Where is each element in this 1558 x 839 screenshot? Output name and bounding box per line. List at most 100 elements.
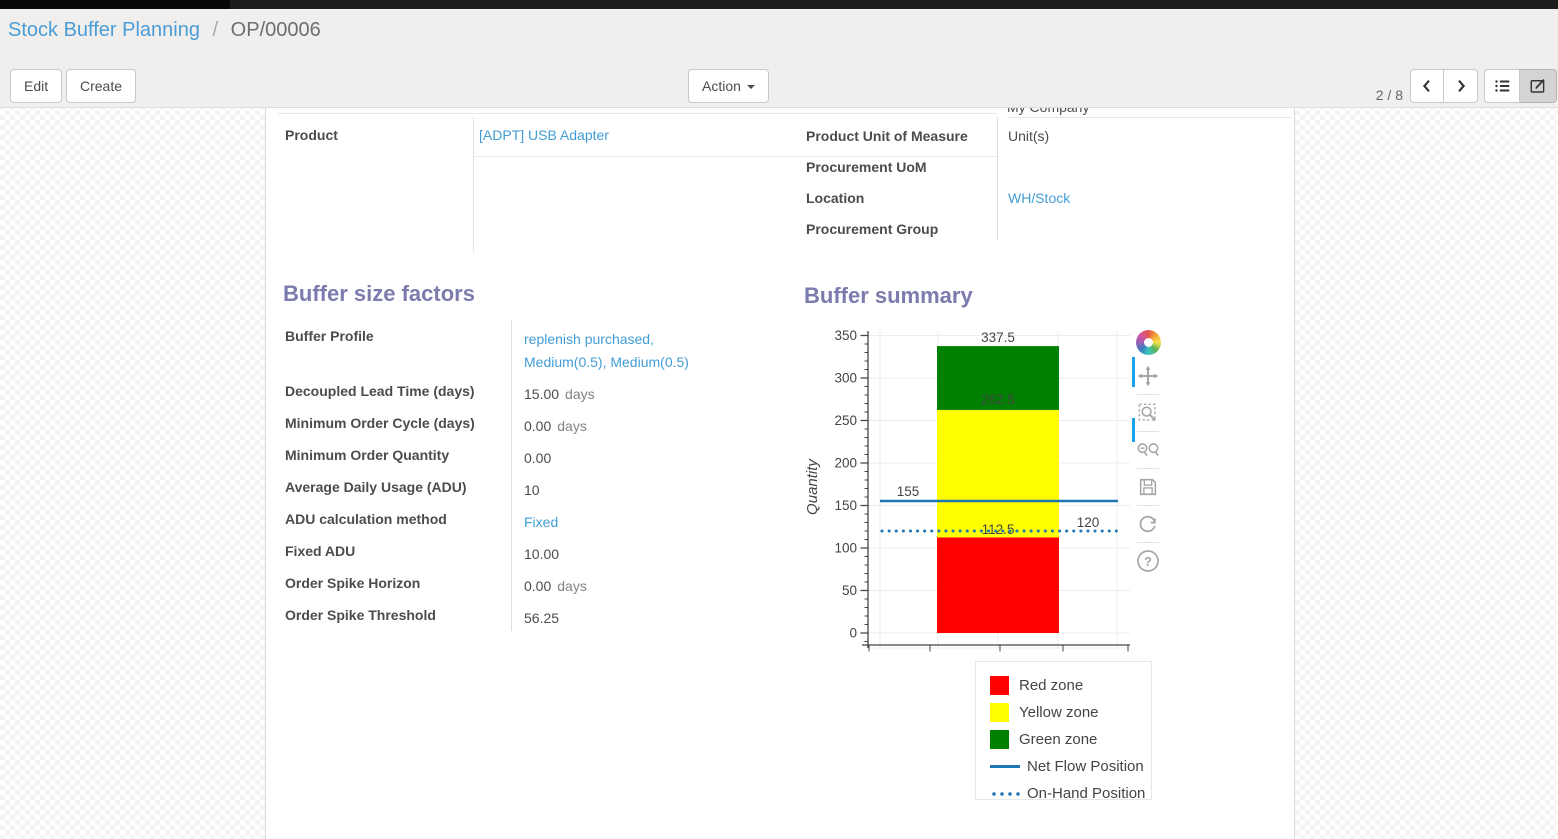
legend-item-yellow-zone[interactable]: Yellow zone (990, 699, 1151, 726)
top-menu-bar (0, 0, 1558, 9)
field-row: Average Daily Usage (ADU) 10 (285, 471, 731, 503)
order-spike-horizon-value: 0.00 (524, 578, 552, 594)
create-button[interactable]: Create (66, 69, 137, 103)
help-button[interactable]: ? (1136, 549, 1160, 573)
pager-buttons (1410, 69, 1478, 103)
pan-icon (1137, 365, 1159, 387)
on-hand-label: 120 (1077, 515, 1100, 530)
modebar-separator (1137, 468, 1159, 469)
pager-next-button[interactable] (1444, 69, 1478, 103)
modebar-active-indicator (1132, 418, 1135, 442)
pan-button[interactable] (1136, 364, 1160, 388)
product-link[interactable]: [ADPT] USB Adapter (479, 127, 609, 143)
order-spike-threshold-label: Order Spike Threshold (285, 607, 436, 623)
pager-previous-button[interactable] (1410, 69, 1444, 103)
edit-button[interactable]: Edit (10, 69, 63, 103)
table-top-border (278, 113, 996, 114)
field-row: Procurement UoM (806, 148, 1292, 179)
zoom-in-out-buttons[interactable] (1136, 438, 1160, 462)
green-zone-bar (937, 346, 1059, 410)
row-divider (1007, 117, 1292, 118)
modebar-separator (1137, 394, 1159, 395)
fixed-adu-value: 10.00 (524, 546, 560, 562)
buffer-profile-label: Buffer Profile (285, 328, 374, 344)
product-value-cell: [ADPT] USB Adapter (473, 117, 997, 157)
red-top-label: 112.5 (982, 522, 1015, 537)
red-zone-swatch (990, 676, 1009, 695)
adu-value: 10 (524, 482, 540, 498)
yellow-zone-bar (937, 409, 1059, 538)
legend-item-red-zone[interactable]: Red zone (990, 672, 1151, 699)
view-switcher (1484, 69, 1557, 103)
breadcrumb-parent-link[interactable]: Stock Buffer Planning (8, 19, 200, 41)
form-view-icon (1530, 79, 1545, 93)
chart-modebar: ? (1131, 327, 1165, 573)
field-row: ADU calculation method Fixed (285, 503, 731, 535)
min-order-qty-label: Minimum Order Quantity (285, 447, 450, 463)
field-row: Minimum Order Cycle (days) 0.00 days (285, 407, 731, 439)
field-row: Order Spike Horizon 0.00 days (285, 567, 731, 599)
net-flow-label: 155 (897, 484, 920, 499)
zoom-in-icon (1148, 443, 1159, 454)
on-hand-dots-swatch (990, 791, 1022, 796)
green-zone-swatch (990, 730, 1009, 749)
action-label: Action (702, 78, 741, 94)
legend-label: On-Hand Position (1027, 785, 1146, 802)
legend-label: Green zone (1019, 731, 1098, 748)
legend-label: Yellow zone (1019, 704, 1099, 721)
decoupled-lead-time-value: 15.00 (524, 386, 560, 402)
unit-suffix: days (565, 386, 595, 402)
legend-item-on-hand[interactable]: On-Hand Position (990, 780, 1151, 807)
legend-label: Red zone (1019, 677, 1084, 694)
modebar-separator (1137, 431, 1159, 432)
plotly-logo-icon[interactable] (1135, 330, 1161, 355)
action-dropdown-button[interactable]: Action (688, 69, 769, 103)
fixed-adu-label: Fixed ADU (285, 543, 356, 559)
procurement-group-label: Procurement Group (806, 221, 939, 237)
modebar-separator (1137, 505, 1159, 506)
decoupled-lead-time-label: Decoupled Lead Time (days) (285, 383, 475, 399)
save-icon (1139, 478, 1157, 496)
column-divider (473, 157, 474, 252)
y-tick-150: 150 (834, 498, 857, 513)
reset-axes-button[interactable] (1136, 512, 1160, 536)
order-spike-threshold-value: 56.25 (524, 610, 560, 626)
refresh-icon (1139, 515, 1156, 533)
green-top-label: 337.5 (981, 330, 1015, 345)
modebar-active-indicator (1132, 357, 1135, 387)
field-row: Procurement Group (806, 210, 1292, 241)
zoom-icon (1138, 403, 1157, 422)
zoom-button[interactable] (1136, 401, 1160, 425)
buffer-profile-link[interactable]: replenish purchased, Medium(0.5), Medium… (524, 331, 689, 370)
list-view-button[interactable] (1484, 69, 1520, 103)
x-ticks (868, 645, 1129, 652)
y-axis-title: Quantity (804, 458, 821, 515)
legend-item-net-flow[interactable]: Net Flow Position (990, 753, 1151, 780)
adu-method-link[interactable]: Fixed (524, 514, 559, 530)
field-row: Decoupled Lead Time (days) 15.00 days (285, 375, 731, 407)
y-minor-ticks (864, 343, 868, 642)
svg-text:?: ? (1144, 554, 1152, 569)
field-row: Product Unit of Measure Unit(s) (806, 117, 1292, 148)
buffer-factors-table: Buffer Profile replenish purchased, Medi… (285, 320, 731, 631)
y-tick-200: 200 (834, 456, 857, 471)
partial-company-value: My Company (1007, 108, 1207, 116)
y-tick-250: 250 (834, 413, 857, 428)
chevron-left-icon (1422, 79, 1430, 93)
y-tick-50: 50 (842, 583, 857, 598)
legend-item-green-zone[interactable]: Green zone (990, 726, 1151, 753)
form-view-button[interactable] (1520, 69, 1557, 103)
y-major-ticks (860, 334, 868, 634)
buffer-factors-title: Buffer size factors (283, 281, 475, 306)
order-spike-horizon-label: Order Spike Horizon (285, 575, 421, 591)
field-row: Order Spike Threshold 56.25 (285, 599, 731, 631)
download-plot-button[interactable] (1136, 475, 1160, 499)
zoom-out-icon (1137, 443, 1159, 456)
min-order-cycle-label: Minimum Order Cycle (days) (285, 415, 475, 431)
yellow-zone-swatch (990, 703, 1009, 722)
yellow-top-label: 262.5 (981, 392, 1015, 407)
y-tick-300: 300 (834, 371, 857, 386)
chart-legend: Red zone Yellow zone Green zone Net Flow… (975, 661, 1152, 802)
location-link[interactable]: WH/Stock (1008, 190, 1071, 206)
chevron-right-icon (1457, 79, 1465, 93)
